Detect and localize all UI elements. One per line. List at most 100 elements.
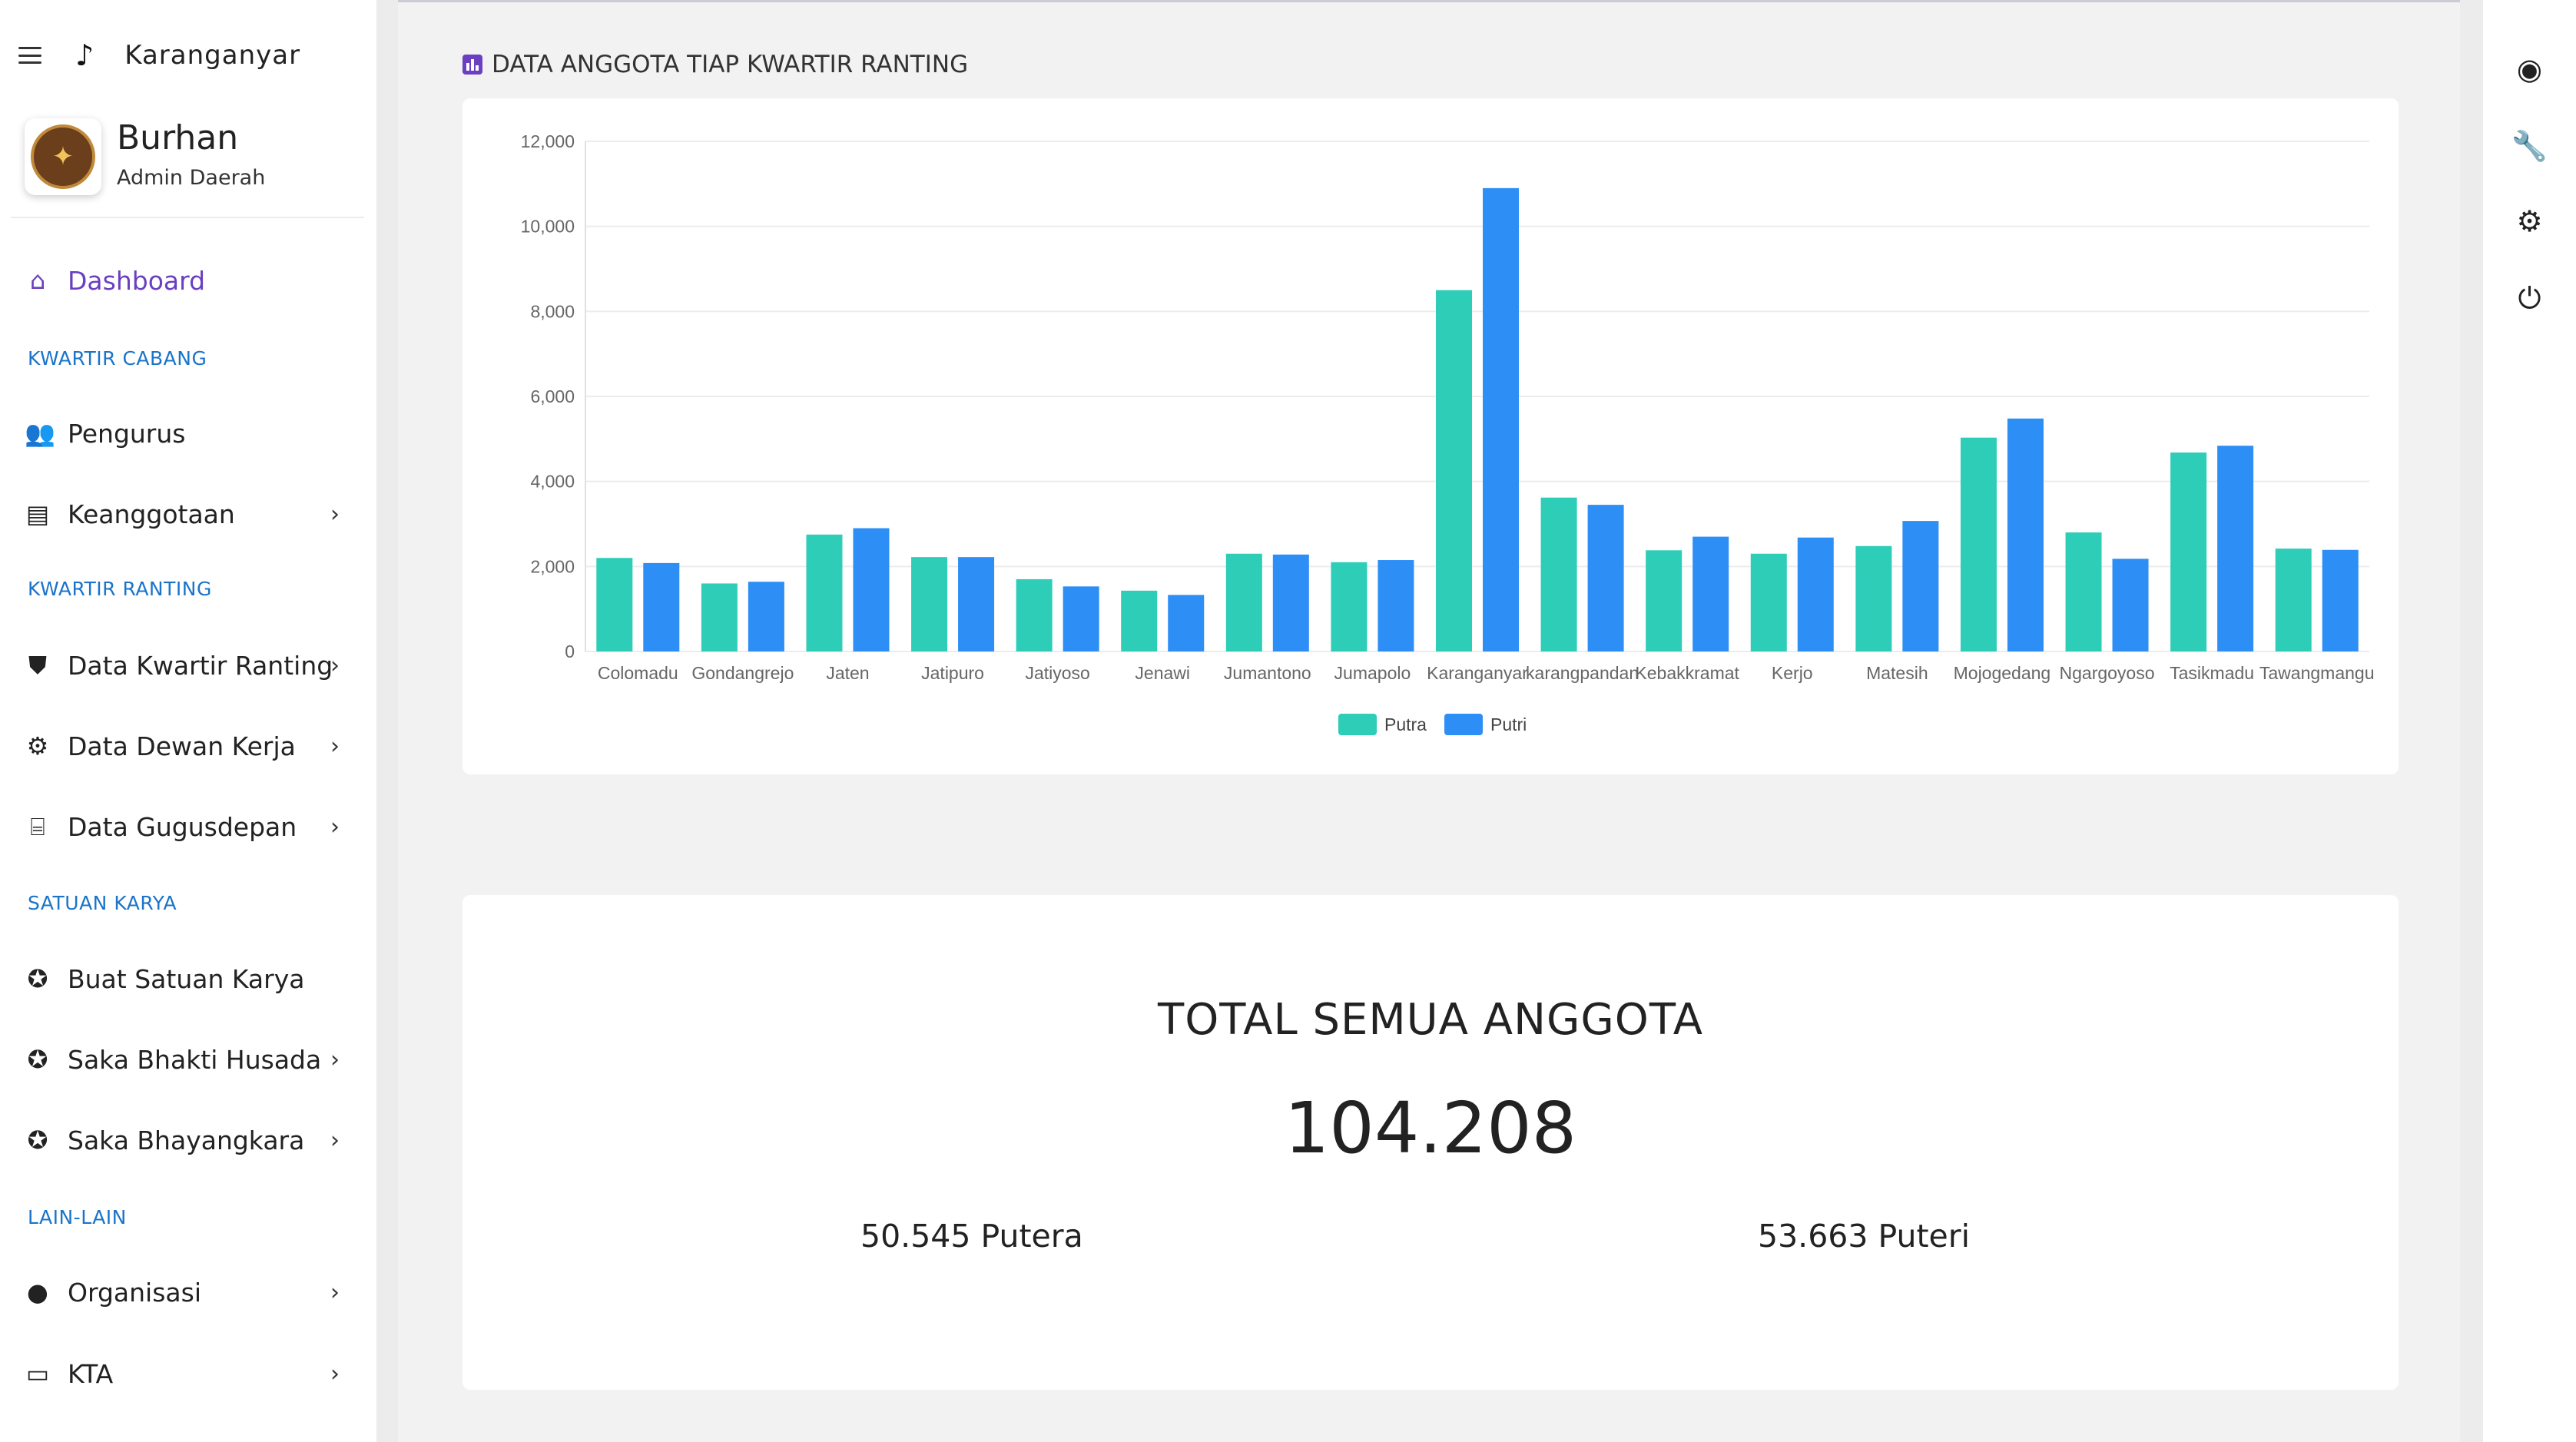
x-tick-label: Gondangrejo — [691, 663, 794, 683]
power-icon[interactable]: ⏻ — [2518, 281, 2541, 315]
sidebar-item-saka-bhakti-husada[interactable]: ✪ Saka Bhakti Husada › — [0, 1033, 361, 1086]
bar-putra — [596, 558, 633, 651]
sidebar-item-pengurus[interactable]: 👥 Pengurus — [0, 406, 361, 460]
bar-putri — [2007, 418, 2044, 651]
total-members-value: 104.208 — [1284, 1087, 1577, 1169]
totals-card: TOTAL SEMUA ANGGOTA 104.208 50.545 Puter… — [462, 895, 2399, 1390]
sidebar-item-keanggotaan[interactable]: ▤ Keanggotaan › — [0, 487, 361, 541]
shield-check-icon: ⛊ — [28, 650, 47, 680]
bar-putra — [1225, 553, 1262, 651]
music-note-icon: ♪ — [75, 38, 94, 72]
rightbar-divider — [2460, 0, 2483, 1442]
sidebar-item-data-kwartir-ranting[interactable]: ⛊ Data Kwartir Ranting › — [0, 638, 361, 692]
bar-putra — [1646, 550, 1683, 651]
bar-putra — [2170, 452, 2207, 651]
bar-putra — [1855, 545, 1892, 651]
sidebar-item-label: Keanggotaan — [68, 499, 235, 529]
wrench-icon[interactable]: 🔧 — [2511, 129, 2548, 163]
bar-putri — [958, 557, 995, 651]
sidebar-item-kta[interactable]: ▭ KTA › — [0, 1347, 361, 1401]
legend-swatch-putri — [1444, 714, 1483, 735]
sidebar: ♪ Karanganyar ✦ Burhan Admin Daerah ⌂ Da… — [0, 0, 376, 1442]
sidebar-item-data-gugusdepan[interactable]: ⌸ Data Gugusdepan › — [0, 800, 361, 854]
home-icon: ⌂ — [29, 266, 46, 295]
chevron-right-icon: › — [330, 1046, 340, 1073]
bar-putri — [1797, 537, 1834, 651]
sidebar-item-label: Data Kwartir Ranting — [68, 650, 333, 681]
bar-putra — [806, 534, 843, 651]
user-name: Burhan — [117, 118, 239, 157]
bar-putra — [1750, 553, 1787, 651]
putera-count: 50.545 Putera — [860, 1218, 1083, 1255]
chevron-right-icon: › — [330, 500, 340, 528]
avatar[interactable]: ✦ — [25, 118, 101, 195]
sidebar-item-buat-satuan-karya[interactable]: ✪ Buat Satuan Karya — [0, 952, 361, 1006]
x-tick-label: Tasikmadu — [2170, 663, 2254, 683]
bar-putra — [1540, 497, 1577, 651]
x-tick-label: Tawangmangu — [2259, 663, 2375, 683]
legend-label: Putri — [1490, 714, 1527, 734]
settings-gear-icon[interactable]: ⚙ — [2516, 204, 2543, 238]
y-tick-label: 12,000 — [521, 131, 575, 151]
chart-panel-title: DATA ANGGOTA TIAP KWARTIR RANTING — [462, 51, 968, 78]
sidebar-divider — [376, 0, 398, 1442]
bar-putra — [2065, 532, 2102, 651]
bar-putra — [1960, 437, 1997, 651]
bar-putri — [643, 562, 680, 651]
sidebar-item-dashboard[interactable]: ⌂ Dashboard — [0, 254, 361, 307]
bar-putri — [1063, 586, 1099, 651]
star-circle-icon: ✪ — [27, 1125, 48, 1155]
users-icon: 👥 — [25, 419, 55, 448]
bar-putra — [701, 583, 738, 651]
bar-putri — [1378, 560, 1414, 651]
sidebar-item-saka-bhayangkara[interactable]: ✪ Saka Bhayangkara › — [0, 1113, 361, 1167]
sidebar-item-label: Data Dewan Kerja — [68, 731, 296, 761]
bar-putri — [748, 582, 784, 651]
section-lain-lain: LAIN-LAIN — [28, 1206, 127, 1228]
bar-putra — [1121, 590, 1158, 651]
totals-title: TOTAL SEMUA ANGGOTA — [1157, 995, 1704, 1045]
x-tick-label: Kerjo — [1772, 663, 1813, 683]
x-tick-label: Matesih — [1866, 663, 1928, 683]
bar-putri — [1902, 521, 1939, 651]
id-card-icon: ▤ — [25, 499, 50, 529]
x-tick-label: Jumapolo — [1334, 663, 1411, 683]
app-title: Karanganyar — [124, 40, 301, 71]
user-icon: ● — [27, 1278, 48, 1307]
puteri-count: 53.663 Puteri — [1758, 1218, 1971, 1255]
sidebar-item-label: Data Gugusdepan — [68, 811, 297, 842]
y-tick-label: 4,000 — [530, 472, 575, 492]
chevron-right-icon: › — [330, 1126, 340, 1154]
chart-card: 0 2,000 4,000 6,000 8,000 10,000 12,000 Colomad… — [462, 98, 2399, 774]
chevron-right-icon: › — [330, 1360, 340, 1387]
top-border — [0, 0, 2576, 2]
x-tick-label: Karanganyar — [1427, 663, 1528, 683]
x-tick-label: Colomadu — [598, 663, 678, 683]
x-tick-label: Jenawi — [1135, 663, 1190, 683]
x-tick-label: Ngargoyoso — [2060, 663, 2155, 683]
bar-putri — [1168, 595, 1205, 651]
user-circle-icon[interactable]: ◉ — [2516, 52, 2543, 86]
sidebar-item-data-dewan-kerja[interactable]: ⚙ Data Dewan Kerja › — [0, 719, 361, 773]
sidebar-item-label: Saka Bhayangkara — [68, 1125, 305, 1155]
sidebar-item-label: Buat Satuan Karya — [68, 963, 305, 994]
bar-putra — [911, 557, 948, 651]
bar-putri — [1272, 554, 1309, 651]
x-tick-label: Jatiyoso — [1025, 663, 1089, 683]
bar-chart-icon — [462, 55, 482, 75]
chart-title-text: DATA ANGGOTA TIAP KWARTIR RANTING — [492, 51, 969, 78]
bar-putri — [1587, 505, 1624, 651]
star-circle-icon: ✪ — [27, 1045, 48, 1074]
sidebar-item-label: Saka Bhakti Husada — [68, 1044, 322, 1075]
bar-putra — [1331, 562, 1368, 651]
y-tick-label: 8,000 — [530, 301, 575, 321]
bar-putra — [2275, 549, 2312, 651]
sidebar-item-organisasi[interactable]: ● Organisasi › — [0, 1265, 361, 1319]
section-kwartir-ranting: KWARTIR RANTING — [28, 578, 212, 600]
menu-toggle-icon[interactable] — [18, 47, 41, 64]
bar-putri — [2322, 549, 2359, 651]
bar-putri — [2217, 446, 2254, 651]
brand-bar: ♪ Karanganyar — [18, 32, 300, 78]
sidebar-item-label: Pengurus — [68, 418, 186, 449]
chevron-right-icon: › — [330, 651, 340, 679]
